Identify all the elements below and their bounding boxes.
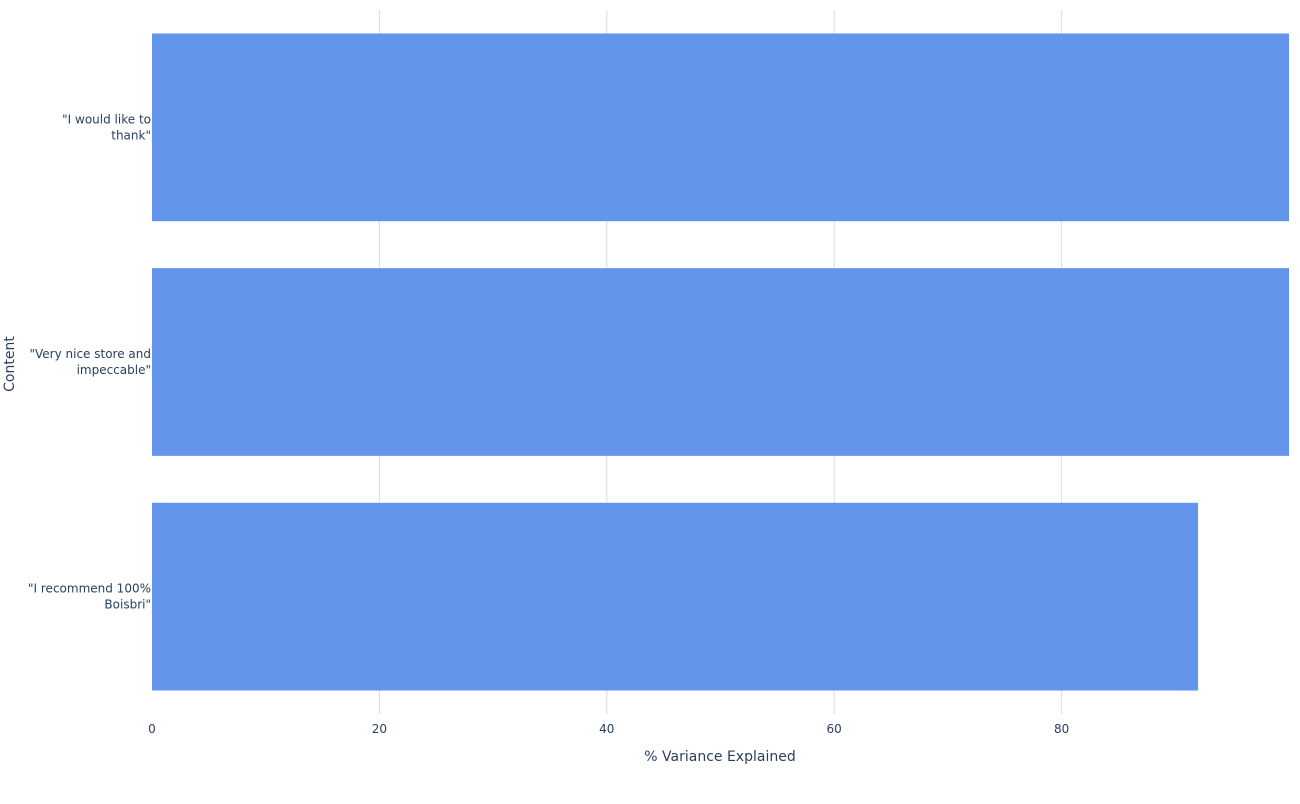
y-tick-label-line: impeccable": [77, 363, 151, 377]
x-tick-label: 60: [827, 722, 842, 736]
y-tick-labels: "I would like to thank" "Very nice store a…: [28, 112, 151, 611]
x-axis-title: % Variance Explained: [644, 749, 795, 765]
y-tick-label: "I would like to thank": [62, 112, 151, 142]
y-tick-label-line: "I recommend 100%: [28, 582, 151, 596]
y-tick-label-line: "I would like to: [62, 112, 151, 126]
y-tick-label: "I recommend 100% Boisbri": [28, 582, 151, 612]
bar-2[interactable]: [152, 268, 1289, 456]
x-tick-label: 80: [1054, 722, 1069, 736]
y-tick-label-line: Boisbri": [104, 598, 151, 612]
y-tick-label: "Very nice store and impeccable": [29, 347, 151, 377]
x-tick-label: 20: [372, 722, 387, 736]
y-tick-label-line: "Very nice store and: [29, 347, 151, 361]
bars: [152, 33, 1289, 691]
x-tick-label: 40: [599, 722, 614, 736]
bar-1[interactable]: [152, 33, 1289, 222]
x-tick-label: 0: [148, 722, 156, 736]
bar-3[interactable]: [152, 502, 1199, 691]
x-tick-labels: 0 20 40 60 80: [148, 722, 1069, 736]
y-axis-title: Content: [2, 336, 18, 392]
y-tick-label-line: thank": [111, 128, 151, 142]
